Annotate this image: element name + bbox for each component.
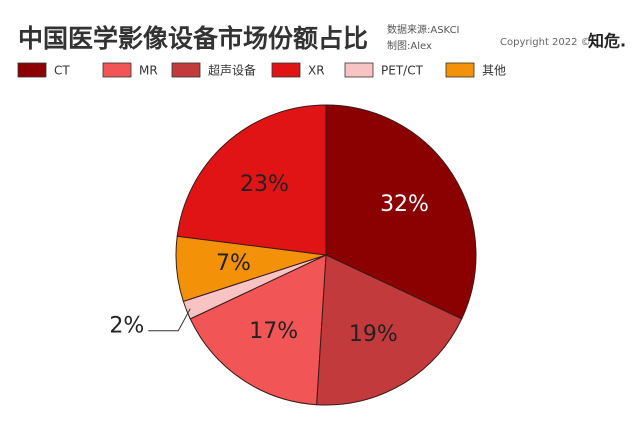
logo: 知危. [588,32,626,51]
data-label: 17% [249,319,298,344]
leader-line [148,308,191,332]
pie-slice [176,104,327,256]
data-label: 23% [240,172,289,197]
legend-swatch [445,62,475,78]
source: 数据来源:ASKCI [387,23,460,36]
legend-label: MR [139,64,158,78]
chart-title: 中国医学影像设备市场份额占比 [18,24,368,53]
legend-label: PET/CT [381,64,424,78]
legend-label: 超声设备 [208,63,256,78]
data-label: 19% [349,322,398,347]
legend-swatch [171,62,201,78]
data-label: 32% [380,192,429,217]
data-label: 2% [109,314,144,339]
legend-label: XR [308,64,325,78]
legend-swatch [271,62,301,78]
copyright: Copyright 2022 © [500,37,591,48]
pie-slice [316,254,463,406]
author: 制图:Alex [387,39,432,52]
legend-swatch [344,62,374,78]
pie-slice [189,254,327,406]
pie-slice [325,104,477,320]
legend-swatch [17,62,47,78]
legend-label: CT [54,64,70,78]
data-label: 7% [216,251,251,276]
legend-swatch [102,62,132,78]
legend-label: 其他 [482,64,506,78]
